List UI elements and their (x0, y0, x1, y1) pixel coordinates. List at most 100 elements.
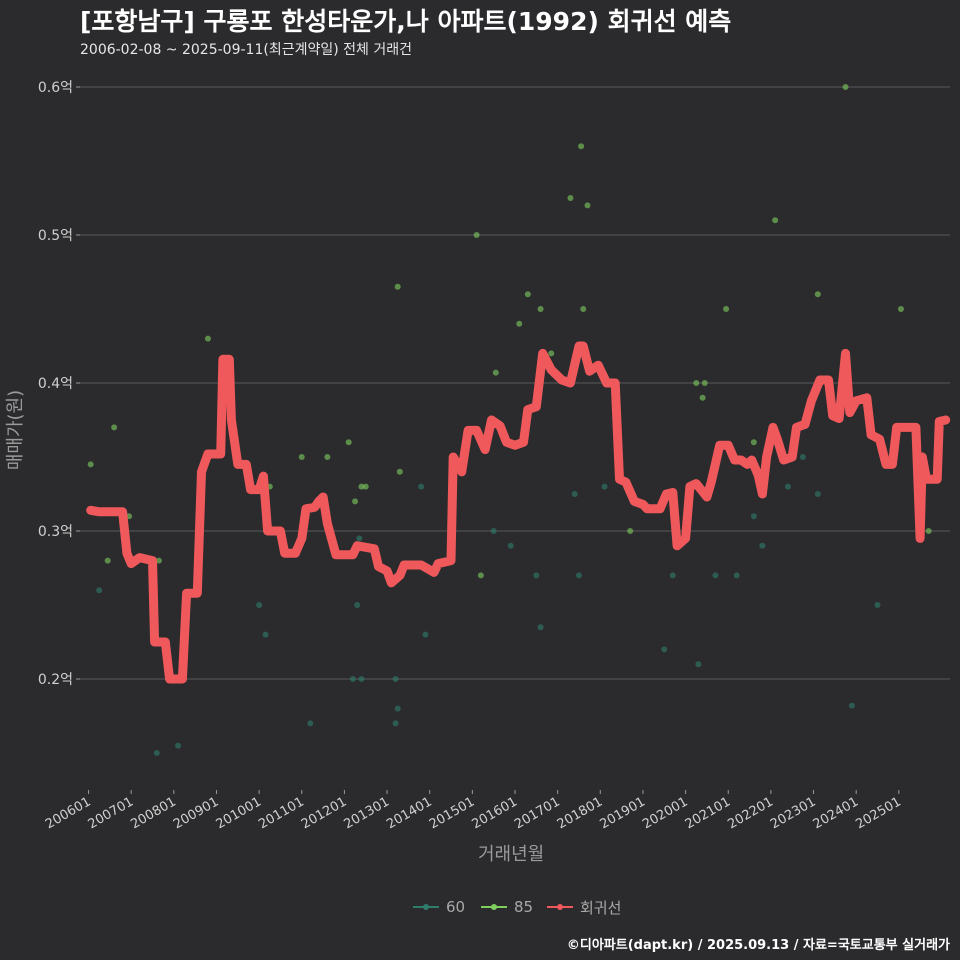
scatter-point-85 (701, 380, 708, 386)
x-tick-label: 200901 (171, 794, 221, 832)
scatter-point-85 (897, 306, 904, 312)
scatter-point-60 (571, 491, 578, 497)
x-tick-label: 202401 (811, 794, 861, 832)
x-tick-label: 201301 (342, 794, 392, 832)
scatter-point-85 (524, 291, 531, 298)
scatter-point-60 (759, 542, 766, 549)
scatter-point-85 (155, 557, 162, 564)
scatter-point-85 (772, 217, 779, 224)
scatter-point-85 (324, 454, 331, 460)
source-caption: ©디아파트(dapt.kr) / 2025.09.13 / 자료=국토교통부 실… (566, 938, 950, 953)
scatter-point-60 (490, 528, 497, 534)
scatter-point-60 (848, 702, 855, 709)
scatter-point-60 (601, 483, 608, 490)
y-axis-ticks: 0.2억 0.3억 0.4억 0.5억 0.6억 (38, 80, 80, 688)
x-tick-label: 202301 (768, 794, 818, 832)
scatter-point-85 (567, 195, 574, 201)
x-tick-label: 201401 (384, 794, 434, 832)
scatter-point-60 (533, 572, 540, 579)
x-tick-label: 201901 (597, 794, 647, 832)
x-tick-label: 202201 (725, 794, 775, 832)
scatter-point-85 (548, 350, 555, 357)
scatter-point-85 (578, 143, 585, 150)
y-axis-title: 매매가(원) (5, 389, 26, 471)
scatter-point-60 (784, 483, 791, 490)
y-tick-label: 0.5억 (38, 228, 73, 244)
scatter-points (87, 84, 932, 756)
legend-item-regression: 회귀선 (546, 896, 621, 918)
scatter-point-85 (842, 84, 849, 90)
x-tick-label: 200801 (128, 794, 178, 832)
legend-label-60: 60 (446, 898, 466, 916)
scatter-point-60 (733, 572, 740, 579)
scatter-point-85 (580, 306, 587, 312)
scatter-point-85 (925, 528, 932, 534)
scatter-point-60 (349, 676, 356, 682)
scatter-point-85 (87, 461, 94, 468)
scatter-point-85 (693, 380, 700, 386)
x-tick-label: 201601 (470, 794, 520, 832)
scatter-point-60 (575, 572, 582, 579)
scatter-point-85 (204, 335, 211, 342)
scatter-point-60 (799, 454, 806, 460)
scatter-point-60 (153, 750, 160, 756)
chart-title: [포항남구] 구룡포 한성타운가,나 아파트(1992) 회귀선 예측 (80, 7, 732, 36)
scatter-point-60 (256, 602, 263, 608)
scatter-point-85 (537, 306, 544, 312)
legend-item-60: 60 (412, 896, 465, 918)
scatter-point-60 (669, 572, 676, 579)
y-tick-label: 0.2억 (38, 672, 73, 688)
legend-key-85 (481, 904, 507, 910)
x-tick-label: 202101 (683, 794, 733, 832)
x-tick-label: 200601 (43, 794, 93, 832)
regression-line (86, 341, 951, 684)
scatter-point-60 (354, 602, 361, 608)
scatter-point-60 (394, 705, 401, 712)
scatter-point-85 (111, 424, 118, 431)
scatter-point-85 (723, 306, 730, 312)
scatter-point-85 (298, 454, 305, 460)
scatter-point-60 (175, 742, 182, 749)
scatter-point-85 (750, 439, 757, 446)
x-tick-label: 202501 (853, 794, 903, 832)
x-tick-label: 201001 (214, 794, 264, 832)
scatter-point-60 (874, 602, 881, 608)
x-tick-label: 201101 (256, 794, 306, 832)
scatter-point-60 (392, 720, 399, 727)
scatter-point-85 (396, 468, 403, 475)
x-tick-label: 202001 (640, 794, 690, 832)
scatter-point-85 (352, 498, 359, 505)
scatter-point-60 (262, 631, 269, 638)
scatter-point-85 (492, 369, 499, 376)
legend: 60 85 회귀선 (0, 896, 960, 918)
x-tick-label: 201201 (299, 794, 349, 832)
scatter-point-85 (358, 483, 365, 490)
scatter-point-85 (584, 202, 591, 209)
legend-key-regression (547, 904, 573, 910)
scatter-point-85 (394, 283, 401, 290)
scatter-point-60 (358, 676, 365, 682)
scatter-point-60 (661, 646, 668, 653)
scatter-point-60 (418, 483, 425, 490)
scatter-point-60 (712, 572, 719, 579)
y-tick-label: 0.3억 (38, 524, 73, 540)
x-tick-label: 201701 (512, 794, 562, 832)
scatter-point-60 (422, 631, 429, 638)
scatter-point-85 (104, 557, 111, 564)
scatter-point-85 (477, 572, 484, 579)
x-axis-title: 거래년월 (478, 844, 545, 865)
y-tick-label: 0.6억 (38, 80, 73, 96)
scatter-point-85 (699, 394, 706, 401)
chart-subtitle: 2006-02-08 ~ 2025-09-11(최근계약일) 전체 거래건 (80, 42, 412, 58)
scatter-point-60 (356, 535, 363, 542)
scatter-point-85 (345, 439, 352, 446)
x-tick-label: 200701 (86, 794, 136, 832)
scatter-point-60 (392, 676, 399, 682)
scatter-point-60 (507, 542, 514, 549)
regression-line-layer (86, 341, 951, 684)
scatter-point-60 (307, 720, 314, 727)
scatter-point-85 (473, 232, 480, 238)
scatter-point-85 (362, 483, 369, 490)
legend-key-60 (413, 904, 439, 910)
